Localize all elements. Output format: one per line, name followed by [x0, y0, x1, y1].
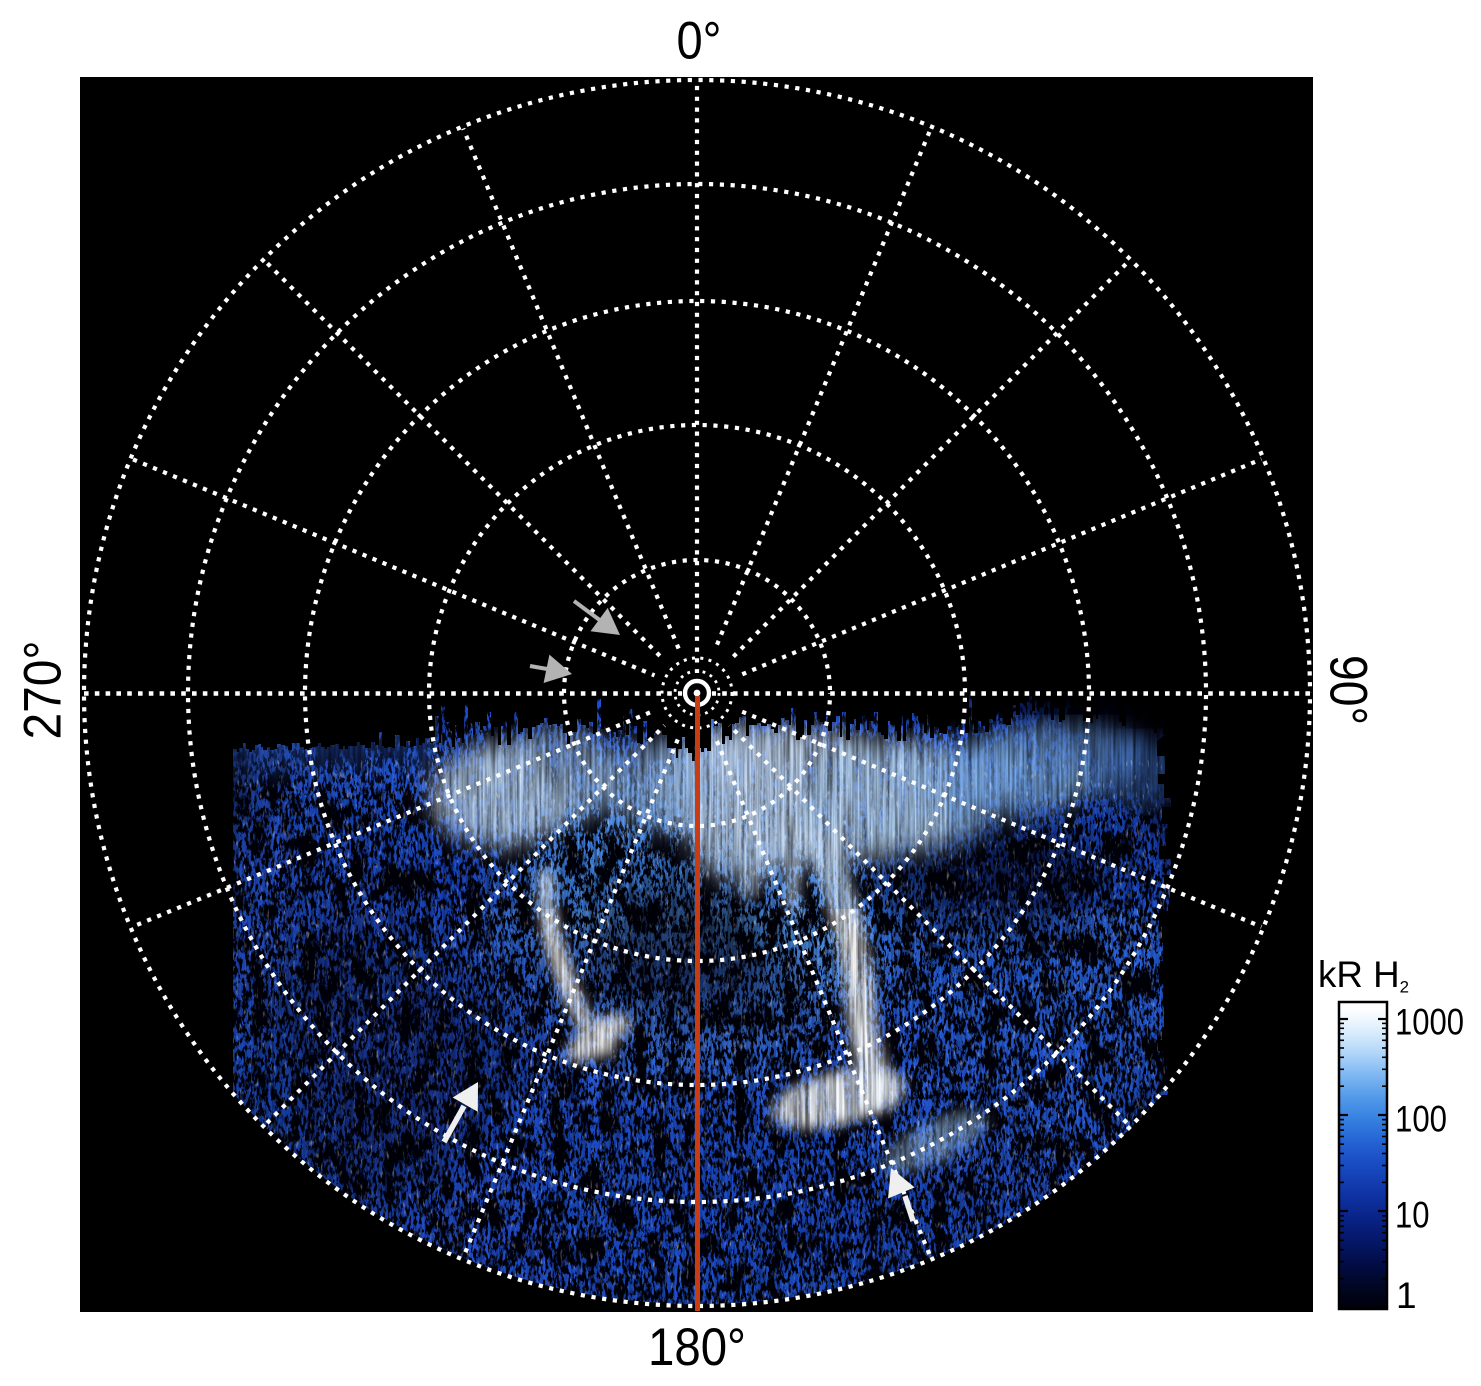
svg-text:0°: 0°	[677, 12, 722, 71]
svg-text:kR H2: kR H2	[1318, 954, 1409, 997]
svg-text:180°: 180°	[648, 1318, 746, 1377]
svg-text:270°: 270°	[14, 641, 73, 740]
svg-text:100: 100	[1395, 1099, 1447, 1140]
svg-text:1: 1	[1396, 1275, 1417, 1316]
svg-text:90°: 90°	[1319, 655, 1378, 725]
svg-text:10: 10	[1395, 1195, 1430, 1236]
svg-text:1000: 1000	[1395, 1002, 1464, 1043]
